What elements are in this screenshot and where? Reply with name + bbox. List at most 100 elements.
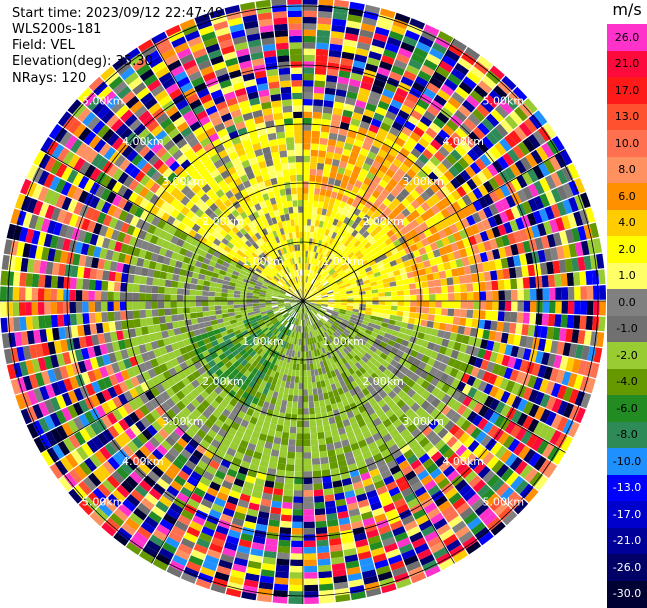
velocity-gate (140, 276, 147, 285)
velocity-gate (139, 293, 146, 301)
velocity-gate (209, 287, 216, 292)
velocity-gate (516, 278, 523, 289)
velocity-gate (152, 309, 159, 317)
velocity-gate (391, 306, 398, 311)
velocity-gate (593, 301, 600, 315)
velocity-gate (460, 284, 467, 292)
velocity-gate (593, 286, 600, 300)
velocity-gate (536, 301, 543, 313)
velocity-gate (7, 317, 14, 332)
velocity-gate (26, 273, 33, 287)
velocity-gate (580, 286, 587, 300)
velocity-gate (396, 316, 403, 322)
velocity-gate (473, 283, 480, 292)
velocity-gate (197, 317, 204, 323)
velocity-gate (295, 376, 299, 383)
velocity-gate (441, 286, 448, 293)
velocity-gate (303, 396, 308, 402)
velocity-gate (292, 408, 298, 415)
velocity-gate (145, 285, 152, 293)
velocity-gate (88, 302, 95, 312)
velocity-gate (295, 459, 303, 466)
velocity-gate (304, 490, 313, 497)
velocity-gate (304, 578, 318, 585)
velocity-gate (154, 324, 162, 332)
velocity-gate (315, 514, 326, 521)
velocity-gate (70, 278, 77, 290)
velocity-gate (303, 181, 309, 187)
velocity-gate (158, 309, 165, 316)
velocity-gate (304, 478, 313, 485)
velocity-gate (19, 317, 26, 331)
velocity-gate (145, 310, 152, 318)
velocity-gate (19, 287, 26, 301)
velocity-gate (318, 17, 332, 24)
velocity-gate (275, 571, 289, 578)
velocity-gate (295, 465, 303, 472)
velocity-gate (208, 301, 214, 306)
velocity-gate (88, 291, 95, 301)
velocity-gate (307, 364, 311, 371)
velocity-gate (313, 112, 322, 119)
velocity-gate (492, 291, 499, 300)
velocity-gate (133, 293, 140, 301)
velocity-gate (313, 395, 319, 402)
velocity-gate (317, 546, 330, 553)
velocity-gate (275, 431, 283, 438)
velocity-gate (215, 288, 222, 293)
velocity-gate (314, 496, 324, 503)
velocity-gate (292, 522, 303, 529)
velocity-gate (454, 293, 461, 301)
velocity-gate (317, 30, 330, 37)
velocity-gate (26, 316, 33, 330)
velocity-gate (63, 289, 70, 301)
velocity-gate (312, 207, 317, 214)
velocity-gate (303, 238, 306, 244)
velocity-gate (215, 301, 221, 305)
velocity-gate (197, 279, 204, 285)
velocity-gate (304, 433, 311, 440)
velocity-gate (165, 280, 172, 287)
velocity-gate (312, 464, 321, 471)
velocity-gate (567, 315, 574, 328)
velocity-gate (196, 296, 202, 301)
velocity-gate (304, 459, 312, 466)
velocity-gate (315, 182, 321, 189)
velocity-gate (435, 301, 442, 308)
velocity-gate (198, 274, 205, 280)
velocity-gate (484, 271, 492, 281)
velocity-gate (530, 289, 537, 300)
velocity-gate (453, 317, 460, 325)
velocity-gate (310, 162, 317, 169)
velocity-gate (517, 312, 524, 323)
velocity-gate (145, 293, 152, 301)
velocity-gate (183, 302, 189, 308)
velocity-gate (152, 294, 159, 301)
velocity-gate (378, 305, 385, 309)
velocity-gate (327, 145, 336, 153)
velocity-gate (467, 292, 474, 300)
velocity-gate (89, 313, 96, 324)
velocity-gate (378, 292, 385, 296)
velocity-gate (277, 393, 283, 400)
velocity-gate (316, 527, 328, 534)
velocity-gate (324, 100, 334, 108)
velocity-gate (285, 413, 291, 420)
velocity-gate (291, 553, 304, 560)
velocity-gate (304, 597, 319, 604)
velocity-gate (454, 309, 461, 317)
velocity-gate (491, 311, 498, 321)
velocity-gate (306, 232, 310, 239)
velocity-gate (304, 471, 313, 478)
velocity-gate (44, 289, 51, 302)
velocity-gate (517, 289, 524, 300)
velocity-gate (159, 316, 166, 324)
velocity-gate (51, 302, 58, 314)
velocity-gate (290, 420, 296, 427)
velocity-gate (574, 287, 581, 300)
velocity-gate (303, 194, 308, 200)
velocity-gate (295, 452, 303, 459)
velocity-gate (282, 508, 293, 515)
velocity-gate (319, 144, 327, 151)
velocity-gate (304, 547, 316, 554)
